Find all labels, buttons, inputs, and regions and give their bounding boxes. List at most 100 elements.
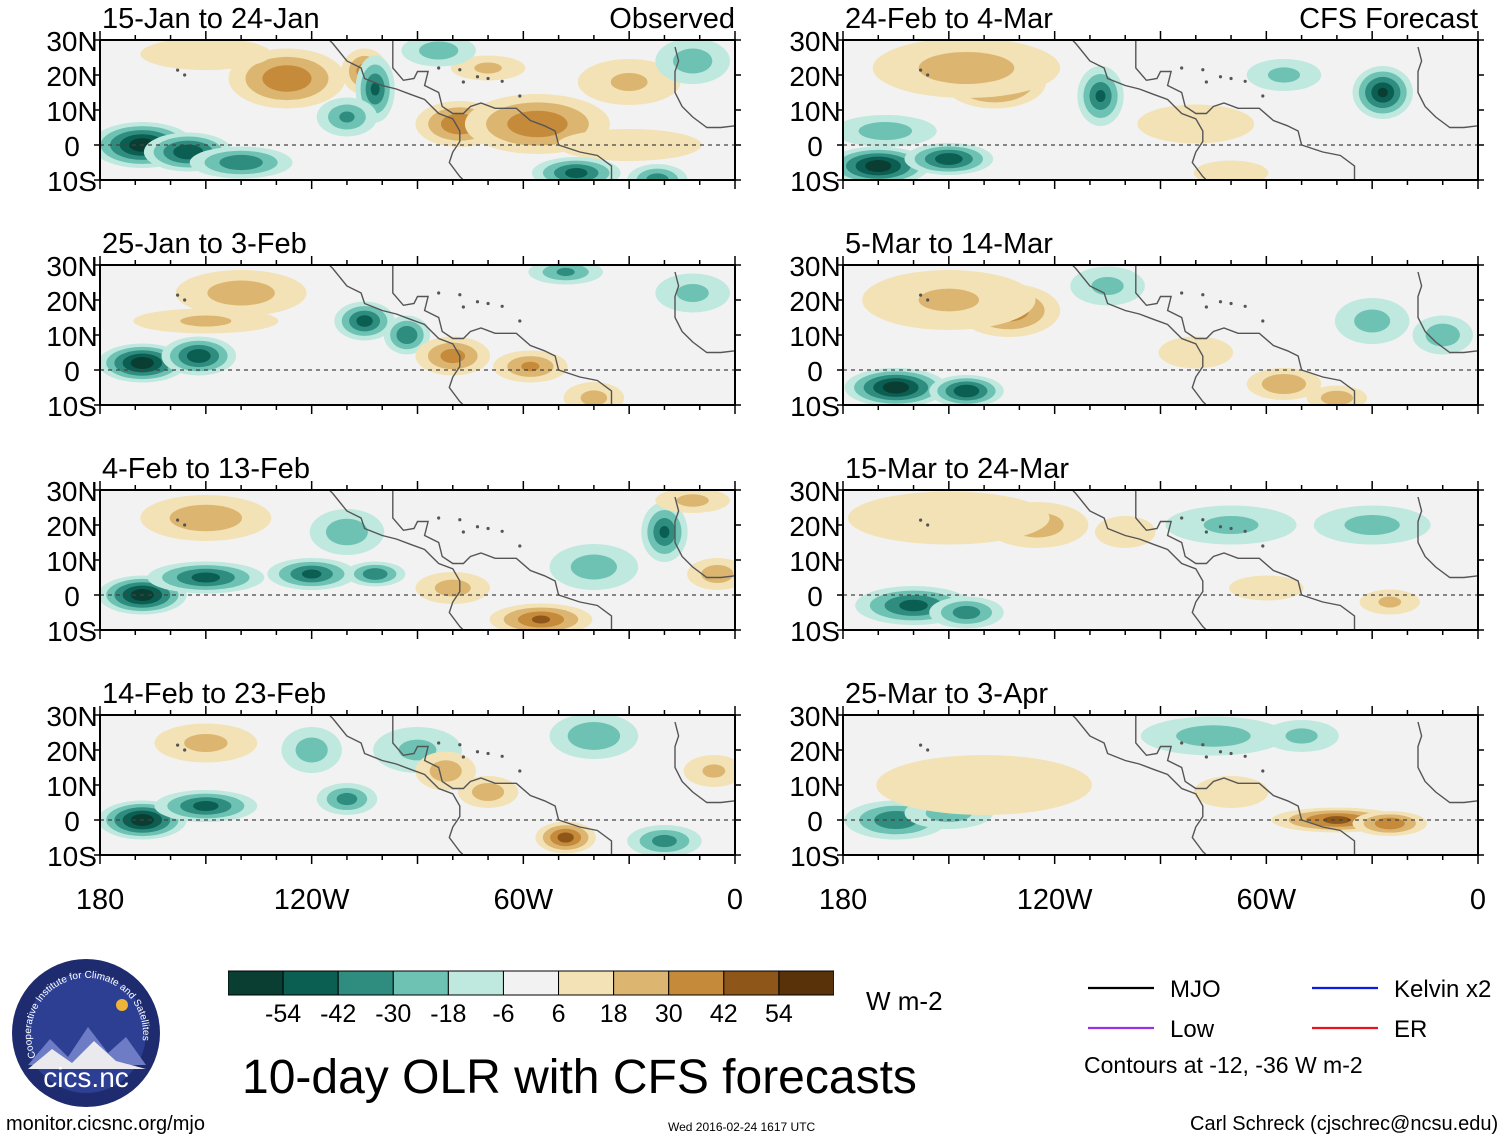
olr-anomaly-patch	[362, 568, 388, 580]
lat-tick-label: 30N	[789, 26, 840, 57]
lat-tick-label: 10S	[790, 166, 840, 197]
olr-anomaly-patch	[952, 605, 981, 620]
island	[919, 518, 923, 522]
colorbar-tick-label: -6	[492, 1000, 514, 1028]
lat-tick-label: 20N	[46, 286, 97, 317]
colorbar-swatch	[228, 970, 284, 996]
island	[458, 743, 462, 747]
island	[1180, 66, 1184, 70]
colorbar-swatch	[337, 970, 394, 996]
island	[437, 291, 441, 295]
lon-tick-label: 0	[1470, 884, 1486, 916]
coastline-africa	[674, 721, 735, 804]
olr-anomaly-patch	[295, 737, 328, 763]
coastline-west	[328, 490, 464, 630]
coastline-east	[1135, 490, 1356, 630]
footer-author: Carl Schreck (cjschrec@ncsu.edu)	[1190, 1113, 1499, 1135]
island	[926, 523, 930, 527]
island	[1180, 516, 1184, 520]
lat-tick-label: 20N	[789, 736, 840, 767]
lat-tick-label: 10N	[46, 546, 97, 577]
island	[1204, 755, 1208, 759]
olr-anomaly-patch	[180, 315, 232, 327]
coastline-east	[392, 265, 613, 405]
olr-anomaly-patch	[474, 62, 502, 74]
olr-anomaly-patch	[876, 755, 1092, 815]
lat-tick-label: 0	[807, 131, 823, 162]
coastline-east	[392, 40, 613, 180]
coastline-west	[1071, 490, 1207, 630]
olr-anomaly-patch	[396, 326, 418, 344]
olr-anomaly-patch	[934, 153, 963, 165]
island	[458, 518, 462, 522]
island	[1229, 526, 1233, 531]
coastline-west	[328, 40, 464, 180]
island	[1243, 529, 1247, 533]
olr-anomaly-patch	[184, 734, 228, 752]
olr-anomaly-patch	[673, 48, 713, 74]
olr-anomaly-patch	[676, 284, 709, 302]
lat-tick-label: 10N	[789, 321, 840, 352]
olr-anomaly-patch	[1425, 323, 1460, 347]
coastline-africa	[1417, 496, 1478, 579]
olr-anomaly-patch	[702, 764, 726, 778]
colorbar-swatch	[558, 970, 615, 996]
lat-tick-label: 30N	[46, 251, 97, 282]
island	[1261, 544, 1265, 548]
island	[176, 293, 180, 297]
island	[500, 529, 504, 533]
olr-anomaly-patch	[659, 526, 670, 538]
colorbar-swatch	[282, 970, 339, 996]
olr-anomaly-patch	[1377, 87, 1388, 98]
island	[926, 73, 930, 77]
lat-tick-label: 10N	[789, 546, 840, 577]
colorbar-unit: W m-2	[866, 986, 943, 1016]
olr-anomaly-patch	[1378, 596, 1402, 608]
coastline-west	[1071, 715, 1207, 855]
lat-tick-label: 20N	[789, 286, 840, 317]
olr-anomaly-patch	[207, 280, 275, 306]
lat-tick-label: 10S	[47, 616, 97, 647]
footer-url: monitor.cicsnc.org/mjo	[6, 1113, 205, 1135]
olr-anomaly-patch	[1267, 67, 1301, 83]
olr-anomaly-patch	[521, 361, 540, 372]
lon-tick-label: 120W	[274, 884, 350, 916]
colorbar-swatch	[668, 970, 725, 996]
panel-period-label: 15-Mar to 24-Mar	[845, 453, 1069, 485]
lon-tick-label: 180	[76, 884, 124, 916]
coastline-east	[1135, 715, 1356, 855]
colorbar-tick-label: -18	[430, 1000, 466, 1028]
island	[919, 293, 923, 297]
island	[1261, 94, 1265, 98]
olr-anomaly-patch	[1354, 309, 1391, 333]
coastline-west	[1071, 265, 1207, 405]
colorbar: -54 -42 -30 -18 -6 6 18 30 42 54	[228, 970, 834, 1028]
chart-title: 10-day OLR with CFS forecasts	[242, 1051, 917, 1104]
island	[1243, 304, 1247, 308]
island	[1204, 305, 1208, 309]
island	[461, 755, 465, 759]
olr-anomaly-patch	[953, 384, 980, 398]
lon-tick-label: 180	[819, 884, 867, 916]
coastline-west	[1071, 40, 1207, 180]
island	[1229, 76, 1233, 81]
lat-tick-label: 20N	[789, 61, 840, 92]
panel-period-label: 4-Feb to 13-Feb	[102, 453, 310, 485]
panel-type-label: Observed	[609, 3, 735, 35]
island	[475, 300, 480, 304]
coastline-africa	[674, 496, 735, 579]
colorbar-tick-label: 6	[552, 1000, 566, 1028]
island	[1180, 741, 1184, 745]
lat-tick-label: 0	[64, 581, 80, 612]
olr-anomaly-patch	[507, 110, 568, 138]
lat-tick-label: 20N	[46, 736, 97, 767]
lon-tick-label: 60W	[1237, 884, 1297, 916]
lat-tick-label: 30N	[789, 701, 840, 732]
island	[1261, 769, 1265, 773]
island	[919, 743, 923, 747]
island	[518, 544, 522, 548]
olr-anomaly-patch	[1229, 575, 1304, 601]
panel-period-label: 25-Mar to 3-Apr	[845, 678, 1048, 710]
olr-anomaly-patch	[1374, 817, 1405, 830]
